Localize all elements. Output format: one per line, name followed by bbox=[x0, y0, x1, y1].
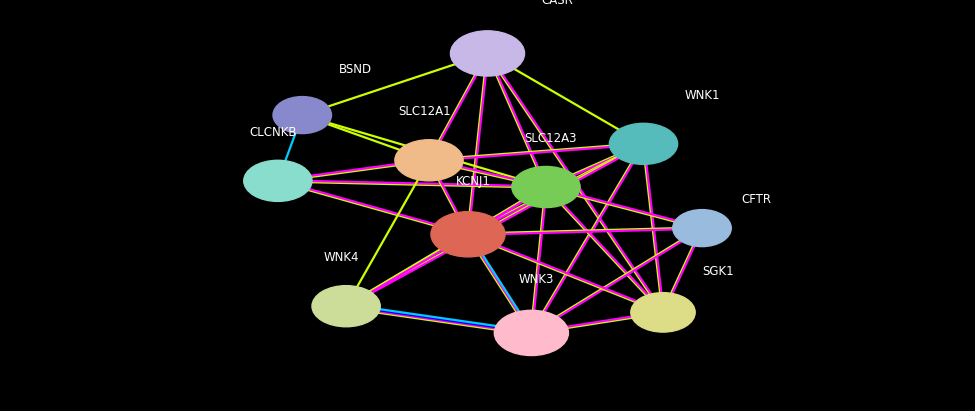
Ellipse shape bbox=[273, 97, 332, 134]
Ellipse shape bbox=[431, 212, 505, 257]
Ellipse shape bbox=[289, 107, 316, 123]
Ellipse shape bbox=[262, 172, 293, 189]
Text: BSND: BSND bbox=[339, 63, 372, 76]
Text: SLC12A1: SLC12A1 bbox=[398, 105, 450, 118]
Ellipse shape bbox=[673, 210, 731, 247]
Ellipse shape bbox=[628, 135, 659, 152]
Ellipse shape bbox=[609, 123, 678, 164]
Text: SGK1: SGK1 bbox=[702, 265, 733, 278]
Ellipse shape bbox=[395, 140, 463, 181]
Ellipse shape bbox=[530, 178, 562, 196]
Text: CLCNKB: CLCNKB bbox=[250, 125, 296, 139]
Text: WNK4: WNK4 bbox=[324, 251, 359, 264]
Ellipse shape bbox=[688, 220, 716, 236]
Text: CFTR: CFTR bbox=[741, 192, 771, 206]
Ellipse shape bbox=[413, 152, 445, 169]
Text: CASR: CASR bbox=[541, 0, 573, 7]
Ellipse shape bbox=[450, 31, 525, 76]
Ellipse shape bbox=[648, 304, 678, 321]
Text: SLC12A3: SLC12A3 bbox=[525, 132, 577, 145]
Text: KCNJ1: KCNJ1 bbox=[455, 175, 490, 188]
Ellipse shape bbox=[331, 298, 362, 315]
Ellipse shape bbox=[512, 166, 580, 208]
Ellipse shape bbox=[631, 293, 695, 332]
Ellipse shape bbox=[244, 160, 312, 201]
Ellipse shape bbox=[494, 310, 568, 356]
Text: WNK1: WNK1 bbox=[684, 89, 720, 102]
Ellipse shape bbox=[312, 286, 380, 327]
Ellipse shape bbox=[471, 44, 504, 63]
Text: WNK3: WNK3 bbox=[519, 273, 554, 286]
Ellipse shape bbox=[515, 323, 548, 342]
Ellipse shape bbox=[451, 225, 485, 244]
